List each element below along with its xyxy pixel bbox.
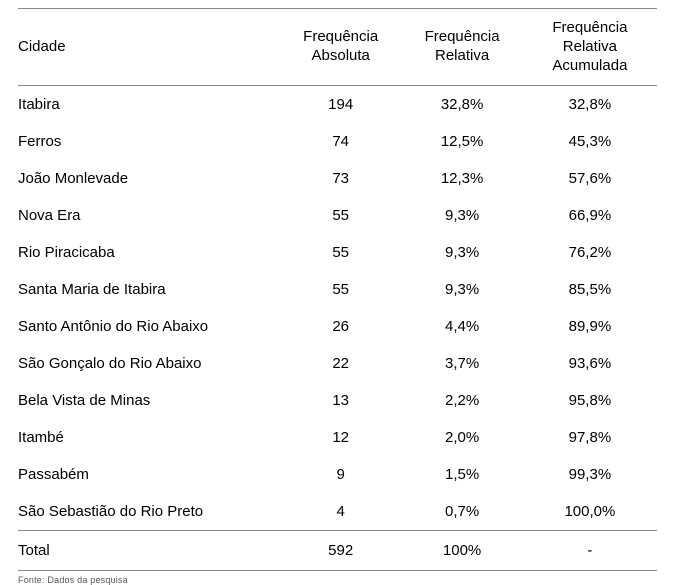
- cell-rel: 2,2%: [401, 382, 522, 419]
- table-footnote: Fonte: Dados da pesquisa: [0, 571, 675, 585]
- cell-rel: 4,4%: [401, 308, 522, 345]
- cell-rel: 9,3%: [401, 271, 522, 308]
- cell-abs: 26: [280, 308, 401, 345]
- cell-acum: 32,8%: [523, 86, 657, 124]
- cell-acum: 76,2%: [523, 234, 657, 271]
- cell-rel: 12,3%: [401, 160, 522, 197]
- table-row: Itambé122,0%97,8%: [18, 419, 657, 456]
- cell-cidade: Bela Vista de Minas: [18, 382, 280, 419]
- cell-cidade: Nova Era: [18, 197, 280, 234]
- table-row: Santo Antônio do Rio Abaixo264,4%89,9%: [18, 308, 657, 345]
- cell-total-abs: 592: [280, 531, 401, 571]
- cell-total-cidade: Total: [18, 531, 280, 571]
- cell-rel: 0,7%: [401, 493, 522, 531]
- cell-rel: 9,3%: [401, 197, 522, 234]
- cell-abs: 73: [280, 160, 401, 197]
- cell-total-rel: 100%: [401, 531, 522, 571]
- cell-rel: 3,7%: [401, 345, 522, 382]
- table-row: Ferros7412,5%45,3%: [18, 123, 657, 160]
- cell-acum: 93,6%: [523, 345, 657, 382]
- cell-acum: 66,9%: [523, 197, 657, 234]
- table-row: Itabira19432,8%32,8%: [18, 86, 657, 124]
- table-header-row: Cidade FrequênciaAbsoluta FrequênciaRela…: [18, 9, 657, 86]
- cell-cidade: Santa Maria de Itabira: [18, 271, 280, 308]
- cell-rel: 1,5%: [401, 456, 522, 493]
- cell-abs: 74: [280, 123, 401, 160]
- cell-acum: 45,3%: [523, 123, 657, 160]
- table-row: Santa Maria de Itabira559,3%85,5%: [18, 271, 657, 308]
- cell-abs: 12: [280, 419, 401, 456]
- column-header-rel: FrequênciaRelativa: [401, 9, 522, 86]
- cell-cidade: Santo Antônio do Rio Abaixo: [18, 308, 280, 345]
- cell-cidade: João Monlevade: [18, 160, 280, 197]
- cell-abs: 4: [280, 493, 401, 531]
- cell-cidade: Passabém: [18, 456, 280, 493]
- table-row: João Monlevade7312,3%57,6%: [18, 160, 657, 197]
- table-row: São Gonçalo do Rio Abaixo223,7%93,6%: [18, 345, 657, 382]
- cell-cidade: Rio Piracicaba: [18, 234, 280, 271]
- cell-acum: 99,3%: [523, 456, 657, 493]
- cell-rel: 32,8%: [401, 86, 522, 124]
- cell-acum: 57,6%: [523, 160, 657, 197]
- cell-acum: 85,5%: [523, 271, 657, 308]
- cell-acum: 97,8%: [523, 419, 657, 456]
- table-row: São Sebastião do Rio Preto40,7%100,0%: [18, 493, 657, 531]
- cell-abs: 55: [280, 271, 401, 308]
- table-total-row: Total592100%-: [18, 531, 657, 571]
- column-header-abs: FrequênciaAbsoluta: [280, 9, 401, 86]
- cell-abs: 194: [280, 86, 401, 124]
- cell-acum: 100,0%: [523, 493, 657, 531]
- table-container: Cidade FrequênciaAbsoluta FrequênciaRela…: [0, 0, 675, 571]
- cell-cidade: Itabira: [18, 86, 280, 124]
- cell-abs: 55: [280, 197, 401, 234]
- table-row: Bela Vista de Minas132,2%95,8%: [18, 382, 657, 419]
- cell-cidade: Ferros: [18, 123, 280, 160]
- cell-cidade: São Sebastião do Rio Preto: [18, 493, 280, 531]
- table-row: Rio Piracicaba559,3%76,2%: [18, 234, 657, 271]
- table-row: Nova Era559,3%66,9%: [18, 197, 657, 234]
- cell-abs: 9: [280, 456, 401, 493]
- frequency-table: Cidade FrequênciaAbsoluta FrequênciaRela…: [18, 8, 657, 571]
- cell-abs: 55: [280, 234, 401, 271]
- cell-rel: 12,5%: [401, 123, 522, 160]
- table-body: Itabira19432,8%32,8%Ferros7412,5%45,3%Jo…: [18, 86, 657, 571]
- cell-abs: 13: [280, 382, 401, 419]
- cell-rel: 2,0%: [401, 419, 522, 456]
- cell-rel: 9,3%: [401, 234, 522, 271]
- cell-cidade: Itambé: [18, 419, 280, 456]
- cell-total-acum: -: [523, 531, 657, 571]
- column-header-acum: FrequênciaRelativaAcumulada: [523, 9, 657, 86]
- cell-acum: 95,8%: [523, 382, 657, 419]
- cell-abs: 22: [280, 345, 401, 382]
- table-row: Passabém91,5%99,3%: [18, 456, 657, 493]
- cell-acum: 89,9%: [523, 308, 657, 345]
- cell-cidade: São Gonçalo do Rio Abaixo: [18, 345, 280, 382]
- column-header-cidade: Cidade: [18, 9, 280, 86]
